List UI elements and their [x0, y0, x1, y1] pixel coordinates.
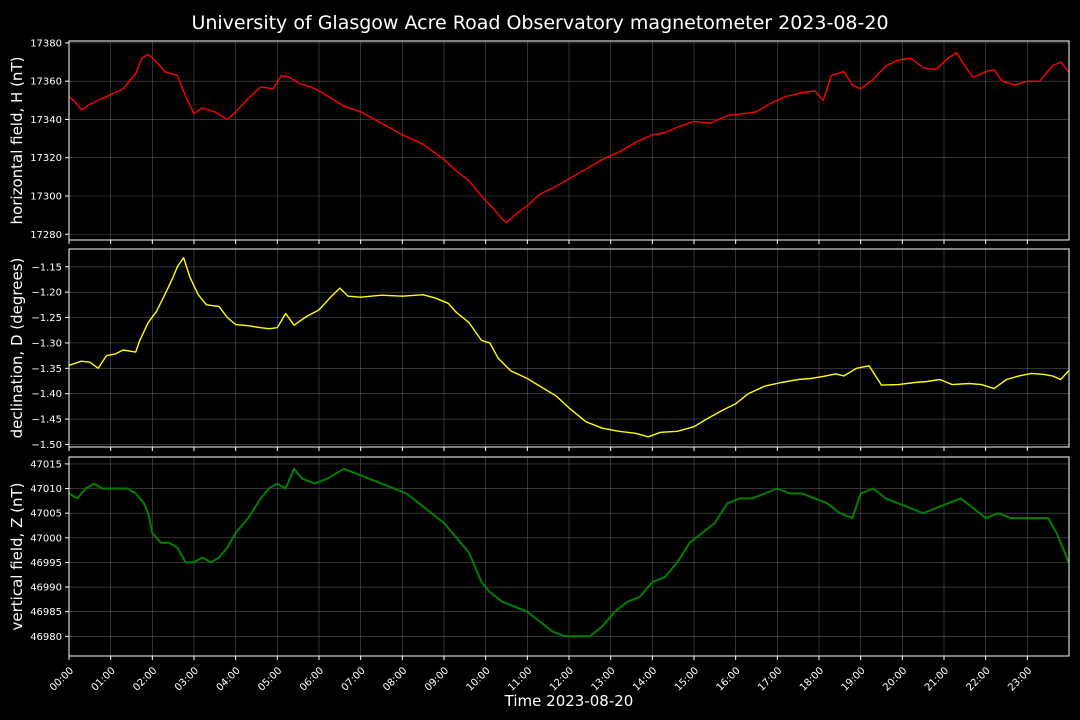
panel-1: 17280 17300 17320 17340 17360 17380 horizontal…	[8, 38, 1070, 244]
y-axis-label: vertical field, Z (nT)	[8, 482, 26, 630]
panel-3: 46980 46985 46990 46995 47000 47005 47010 47015…	[8, 456, 1070, 660]
y-tick-label: 17320	[30, 153, 62, 164]
y-tick-label: 46995	[30, 558, 62, 569]
series-line-1	[68, 51, 1070, 224]
y-tick-label: 47015	[30, 459, 62, 470]
y-tick-label: −1.25	[31, 313, 62, 324]
chart-title: University of Glasgow Acre Road Observat…	[191, 12, 888, 34]
y-tick-label: 47000	[30, 533, 62, 544]
y-tick-label: 17300	[30, 191, 62, 202]
panel-2: −1.50 −1.45 −1.40 −1.35 −1.30 −1.25 −1.20 −1.15…	[8, 248, 1070, 451]
y-tick-label: 17280	[30, 230, 62, 241]
x-axis-label: Time 2023-08-20	[504, 692, 634, 710]
y-tick-label: 46990	[30, 583, 62, 594]
y-tick-label: −1.30	[31, 338, 62, 349]
y-tick-label: −1.15	[31, 262, 62, 273]
y-tick-label: −1.45	[31, 415, 62, 426]
y-tick-label: 46980	[30, 632, 62, 643]
y-tick-label: 17340	[30, 115, 62, 126]
y-tick-label: 47005	[30, 509, 62, 520]
y-tick-label: 46985	[30, 607, 62, 618]
series-line-2	[68, 256, 1070, 438]
y-tick-label: −1.20	[31, 288, 62, 299]
y-axis-label: declination, D (degrees)	[8, 258, 26, 439]
y-tick-label: −1.35	[31, 364, 62, 375]
y-axis-label: horizontal field, H (nT)	[8, 57, 26, 225]
series-line-3	[68, 467, 1070, 638]
y-tick-label: −1.50	[31, 440, 62, 451]
y-tick-label: −1.40	[31, 389, 62, 400]
y-tick-label: 17380	[30, 38, 62, 49]
chart-panels: 17280 17300 17320 17340 17360 17380 horizontal…	[8, 38, 1070, 660]
y-tick-label: 17360	[30, 77, 62, 88]
y-tick-label: 47010	[30, 484, 62, 495]
